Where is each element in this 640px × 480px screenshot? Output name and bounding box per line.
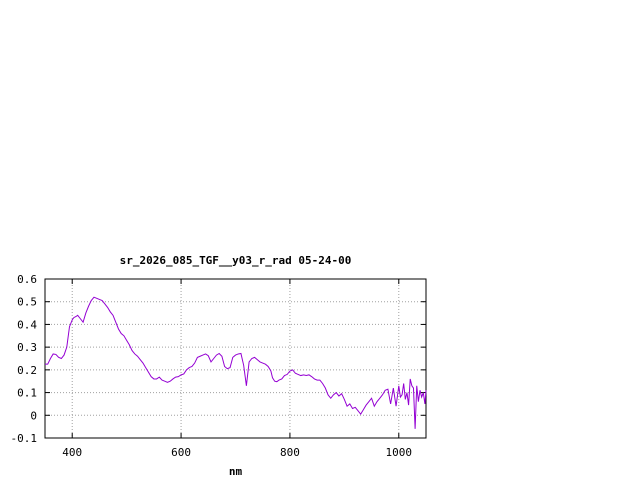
- y-tick-labels: -0.1 0 0.1 0.2 0.3 0.4 0.5 0.6: [11, 273, 38, 445]
- y-tick-label: 0.5: [17, 296, 37, 309]
- y-tick-label: 0.2: [17, 364, 37, 377]
- plot-frame: [44, 278, 427, 439]
- x-tick-label: 1000: [386, 446, 413, 459]
- y-tick-label: 0.1: [17, 387, 37, 400]
- y-tick-label: 0.3: [17, 341, 37, 354]
- series-line: [45, 296, 427, 429]
- x-tick-labels: 400 600 800 1000: [62, 446, 412, 459]
- x-axis-label: nm: [229, 465, 243, 478]
- grid-lines: [45, 279, 426, 438]
- y-tick-label: -0.1: [11, 432, 38, 445]
- x-tick-label: 400: [62, 446, 82, 459]
- y-tick-label: 0: [30, 409, 37, 422]
- y-tick-label: 0.4: [17, 318, 37, 331]
- y-tick-label: 0.6: [17, 273, 37, 286]
- series-group: [45, 296, 427, 429]
- chart-title: sr_2026_085_TGF__y03_r_rad 05-24-00: [120, 254, 352, 267]
- tick-marks: [45, 278, 426, 439]
- x-tick-label: 600: [171, 446, 191, 459]
- x-tick-label: 800: [280, 446, 300, 459]
